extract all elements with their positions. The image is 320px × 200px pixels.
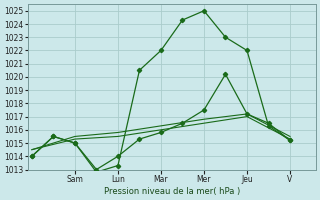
X-axis label: Pression niveau de la mer( hPa ): Pression niveau de la mer( hPa ) bbox=[104, 187, 240, 196]
